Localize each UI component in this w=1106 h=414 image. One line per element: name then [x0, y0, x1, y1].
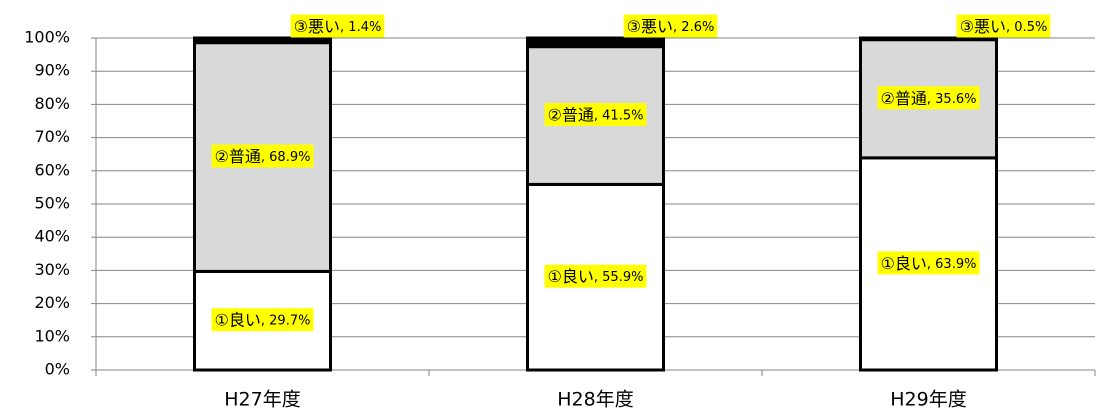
data-label-box	[290, 14, 385, 38]
y-tick-label: 90%	[34, 61, 70, 80]
value-label: , 29.7%	[261, 313, 311, 328]
bar-segment	[859, 36, 998, 42]
y-tick-label: 50%	[34, 194, 70, 213]
y-tick-label: 70%	[34, 127, 70, 146]
y-tick-label: 10%	[34, 326, 70, 345]
y-tick-label: 60%	[34, 160, 70, 179]
data-label: ②普通, 41.5%	[544, 103, 647, 127]
data-label: ②普通, 68.9%	[211, 144, 314, 168]
value-label: , 55.9%	[594, 270, 644, 285]
data-label: ③悪い, 1.4%	[290, 14, 385, 38]
series-name: ③悪い	[627, 17, 673, 36]
series-name: ①良い	[881, 253, 927, 272]
series-name: ①良い	[548, 267, 594, 286]
data-label: ①良い, 63.9%	[877, 251, 980, 275]
data-label-box	[211, 308, 314, 332]
x-tick-label: H27年度	[224, 389, 300, 411]
data-label-text: ①良い, 63.9%	[881, 253, 977, 272]
data-label-box	[623, 14, 718, 38]
data-label-box	[956, 14, 1051, 38]
data-label-text: ②普通, 41.5%	[548, 105, 644, 124]
y-tick-label: 30%	[34, 260, 70, 279]
series-name: ③悪い	[294, 17, 340, 36]
series-name: ②普通	[881, 88, 927, 107]
data-label-box	[544, 264, 647, 288]
y-tick-label: 40%	[34, 227, 70, 246]
bar-segment	[193, 36, 332, 45]
value-label: , 1.4%	[340, 20, 381, 35]
data-label-box	[544, 103, 647, 127]
value-label: , 0.5%	[1006, 20, 1047, 35]
data-label-text: ②普通, 68.9%	[215, 147, 311, 166]
data-label: ③悪い, 0.5%	[956, 14, 1051, 38]
x-tick-label: H29年度	[890, 389, 966, 411]
value-label: , 35.6%	[927, 91, 977, 106]
series-name: ①良い	[215, 310, 261, 329]
y-tick-label: 80%	[34, 94, 70, 113]
data-label-text: ①良い, 55.9%	[548, 267, 644, 286]
data-label: ③悪い, 2.6%	[623, 14, 718, 38]
series-name: ②普通	[215, 147, 261, 166]
y-tick-label: 0%	[45, 360, 70, 379]
x-tick-label: H28年度	[557, 389, 633, 411]
data-label-text: ③悪い, 0.5%	[960, 17, 1048, 36]
data-label-text: ②普通, 35.6%	[881, 88, 977, 107]
data-label: ①良い, 29.7%	[211, 308, 314, 332]
series-name: ②普通	[548, 105, 594, 124]
data-label-box	[877, 86, 980, 110]
value-label: , 41.5%	[594, 108, 644, 123]
value-label: , 68.9%	[261, 150, 311, 165]
data-label-text: ①良い, 29.7%	[215, 310, 311, 329]
data-label: ①良い, 55.9%	[544, 264, 647, 288]
value-label: , 2.6%	[673, 20, 714, 35]
series-name: ③悪い	[960, 17, 1006, 36]
data-label: ②普通, 35.6%	[877, 86, 980, 110]
data-label-box	[877, 251, 980, 275]
y-tick-label: 100%	[24, 28, 70, 47]
value-label: , 63.9%	[927, 256, 977, 271]
data-label-text: ③悪い, 1.4%	[294, 17, 382, 36]
bar-segment	[526, 36, 665, 49]
data-label-text: ③悪い, 2.6%	[627, 17, 715, 36]
y-tick-label: 20%	[34, 293, 70, 312]
data-label-box	[211, 144, 314, 168]
